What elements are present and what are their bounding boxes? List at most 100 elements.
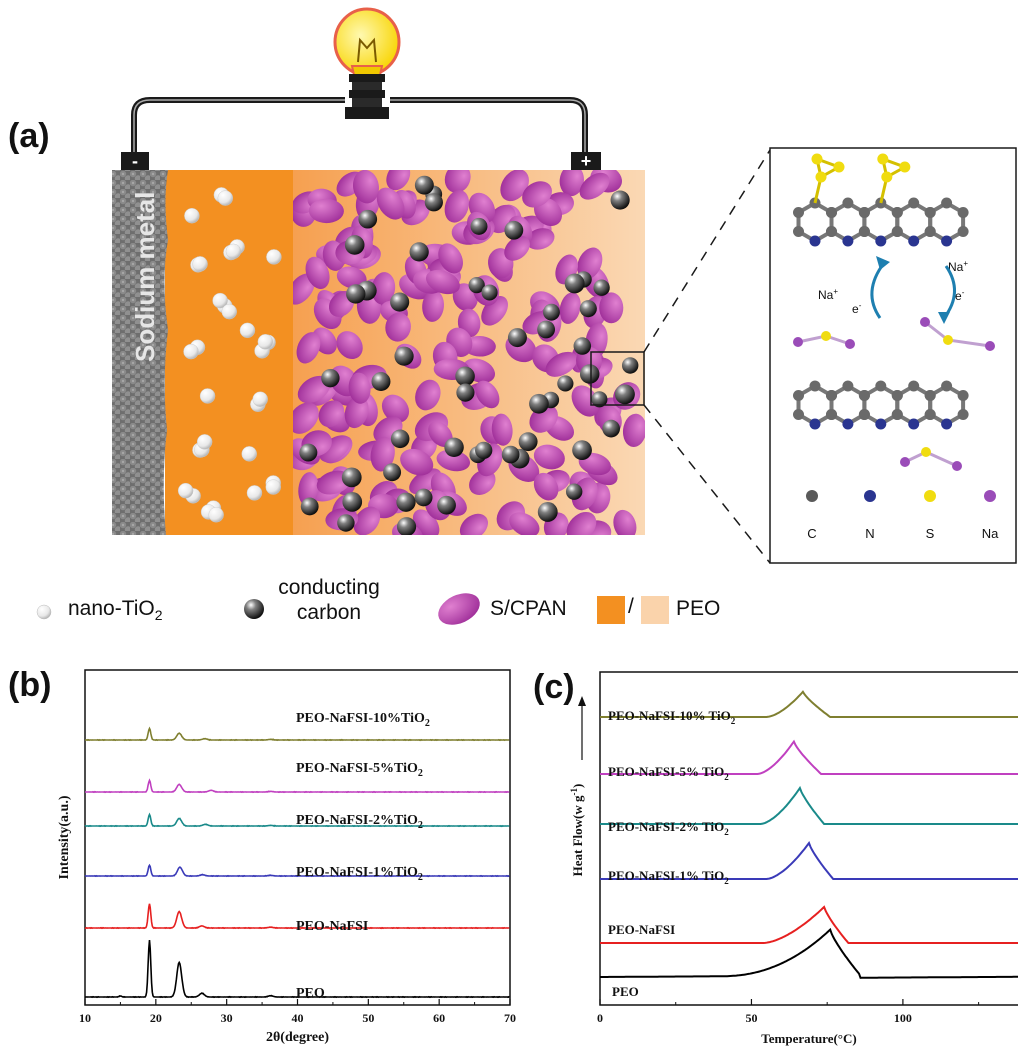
carbon-particle bbox=[390, 429, 410, 449]
carbon-particle bbox=[591, 391, 608, 408]
tio2-particle bbox=[266, 249, 282, 265]
carbon-atom bbox=[924, 207, 936, 218]
nitrogen-atom bbox=[809, 235, 821, 247]
carbon-atom bbox=[941, 380, 953, 392]
scpan-particle bbox=[566, 511, 597, 535]
tio2-particle bbox=[246, 485, 263, 501]
tio2-particle bbox=[265, 479, 281, 495]
carbon-atom bbox=[842, 197, 854, 209]
scpan-particle bbox=[415, 379, 441, 411]
xrd-x-tick-label: 50 bbox=[362, 1011, 374, 1025]
xrd-series-label: PEO-NaFSI bbox=[296, 919, 368, 934]
sodium-atom bbox=[920, 317, 930, 327]
tio2-particle bbox=[257, 334, 274, 350]
scpan-particle bbox=[426, 269, 460, 295]
carbon-atom bbox=[924, 226, 936, 237]
xrd-x-tick-label: 40 bbox=[292, 1011, 304, 1025]
carbon-atom bbox=[941, 197, 953, 209]
element-na-swatch bbox=[984, 490, 996, 502]
scpan-particle bbox=[459, 513, 488, 535]
na-plus-label-left: Na+ bbox=[818, 287, 838, 302]
dsc-plot-frame bbox=[599, 671, 1018, 1006]
sulfur-atom bbox=[821, 331, 831, 341]
scpan-particle bbox=[352, 170, 379, 204]
element-c-swatch bbox=[806, 490, 818, 502]
carbon-particle bbox=[565, 483, 583, 500]
dsc-series-label: PEO bbox=[612, 984, 639, 999]
carbon-particle bbox=[394, 346, 414, 366]
tio2-particle bbox=[208, 507, 224, 523]
scpan-particle bbox=[336, 266, 367, 289]
carbon-particle bbox=[579, 364, 600, 384]
panel-c-label: (c) bbox=[533, 668, 575, 706]
legend-scpan-label: S/CPAN bbox=[490, 597, 567, 620]
mechanism-inset: Na+ Na+ e- e- C N S Na bbox=[769, 147, 1017, 564]
scpan-particle bbox=[371, 272, 396, 305]
scpan-particle bbox=[385, 312, 411, 342]
scpan-particle bbox=[353, 506, 381, 535]
sulfur-atom bbox=[811, 153, 823, 165]
tio2-particle bbox=[221, 303, 237, 320]
xrd-series-label: PEO-NaFSI-1%TiO2 bbox=[296, 865, 423, 883]
carbon-particle bbox=[344, 235, 365, 255]
tio2-particle bbox=[184, 208, 200, 224]
sodium-atom bbox=[793, 337, 803, 347]
carbon-atom bbox=[809, 380, 821, 392]
xrd-series-label: PEO-NaFSI-10%TiO2 bbox=[296, 711, 430, 729]
electron-label-left: e- bbox=[852, 301, 862, 316]
sulfur-atom bbox=[899, 161, 911, 173]
tio2-particle bbox=[217, 190, 234, 206]
nitrogen-atom bbox=[941, 418, 953, 430]
dsc-series-label: PEO-NaFSI bbox=[608, 922, 675, 937]
xrd-chart: 10 20 30 40 50 60 70 2θ(degree) Intensity(a.u.) P… bbox=[57, 669, 516, 1045]
carbon-particle bbox=[593, 279, 610, 296]
panel-b-label: (b) bbox=[8, 666, 52, 704]
legend-peo-dark-swatch bbox=[597, 596, 625, 624]
dsc-y-axis-title: Heat Flow(w g-1) bbox=[569, 784, 585, 877]
dsc-series-line bbox=[600, 690, 1018, 718]
xrd-x-tick-label: 20 bbox=[150, 1011, 162, 1025]
carbon-particle bbox=[564, 273, 585, 294]
tio2-particle bbox=[192, 256, 208, 272]
sulfur-atom bbox=[815, 171, 827, 183]
nitrogen-atom bbox=[842, 235, 854, 247]
tio2-particle bbox=[183, 343, 199, 360]
legend-tio2-label: nano-TiO2 bbox=[68, 597, 163, 624]
element-n-swatch bbox=[864, 490, 876, 502]
carbon-atom bbox=[957, 226, 969, 237]
scpan-particle bbox=[545, 351, 578, 377]
carbon-atom bbox=[891, 390, 903, 401]
tio2-particle bbox=[212, 292, 228, 309]
scpan-particle bbox=[533, 472, 559, 501]
scpan-particle bbox=[533, 444, 565, 470]
carbon-particle bbox=[371, 372, 391, 392]
dsc-series-label: PEO-NaFSI-5% TiO2 bbox=[608, 764, 729, 782]
na-plus-label-right: Na+ bbox=[948, 259, 968, 274]
legend-tio2-sphere-icon bbox=[36, 604, 52, 620]
zoom-box bbox=[590, 351, 645, 406]
carbon-particle bbox=[610, 190, 630, 210]
carbon-particle bbox=[455, 366, 475, 387]
scpan-particle bbox=[305, 256, 330, 289]
scpan-particle bbox=[500, 170, 529, 202]
carbon-atom bbox=[891, 207, 903, 218]
battery-schematic: - + bbox=[112, 7, 771, 564]
carbon-particle bbox=[396, 492, 416, 512]
svg-text:+: + bbox=[581, 151, 592, 171]
sulfur-atom bbox=[877, 153, 889, 165]
nitrogen-atom bbox=[875, 235, 887, 247]
legend-scpan-ellipsoid-icon bbox=[438, 593, 480, 625]
element-na-label: Na bbox=[982, 526, 999, 541]
carbon-atom bbox=[924, 390, 936, 401]
carbon-particle bbox=[602, 419, 620, 438]
xrd-series-line bbox=[84, 903, 510, 930]
carbon-particle bbox=[529, 393, 549, 414]
element-s-label: S bbox=[926, 526, 935, 541]
scpan-particle bbox=[613, 509, 637, 535]
dsc-series-line bbox=[600, 927, 1018, 979]
tio2-particle bbox=[225, 243, 242, 260]
dsc-series-label: PEO-NaFSI-2% TiO2 bbox=[608, 819, 729, 837]
sodium-atom bbox=[952, 461, 962, 471]
carbon-particle bbox=[579, 300, 597, 318]
tio2-particle bbox=[196, 434, 213, 450]
